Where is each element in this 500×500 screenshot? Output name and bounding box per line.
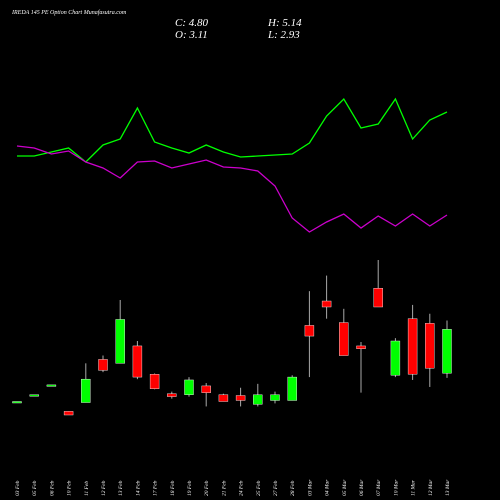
open-label: O: 3.11 — [175, 29, 208, 41]
candle-body — [184, 379, 194, 395]
x-tick-label: 05 Feb — [32, 480, 38, 496]
candle-body — [218, 394, 229, 402]
x-tick-label: 19 Feb — [187, 480, 193, 496]
x-tick-label: 04 Mar — [324, 479, 331, 496]
indicator-line — [17, 97, 448, 163]
candle-body — [63, 411, 74, 416]
x-tick-label: 21 Feb — [221, 480, 227, 496]
candle-body — [132, 345, 143, 378]
x-tick-label: 03 Feb — [15, 480, 21, 496]
x-tick-label: 28 Feb — [290, 480, 296, 496]
x-tick-label: 10 Mar — [393, 479, 399, 496]
high-label: H: 5.14 — [267, 17, 302, 29]
candle-body — [321, 300, 332, 308]
candle-body — [270, 394, 280, 401]
candle-body — [442, 329, 452, 374]
x-tick-label: 11 Mar — [411, 479, 417, 496]
x-tick-label: 13 Feb — [118, 480, 124, 496]
x-tick-label: 20 Feb — [204, 480, 210, 496]
x-tick-label: 25 Feb — [256, 480, 262, 496]
chart-title: IREDA 145 PE Option Chart Munafasutra.co… — [11, 9, 127, 16]
indicator-line — [16, 145, 448, 233]
x-tick-label: 03 Mar — [307, 479, 313, 496]
candle-body — [98, 359, 108, 371]
x-tick-label: 24 Feb — [238, 480, 245, 496]
close-label: C: 4.80 — [175, 17, 209, 29]
x-tick-label: 07 Mar — [376, 479, 382, 496]
x-tick-label: 13 Mar — [445, 479, 451, 496]
x-tick-label: 05 Mar — [342, 479, 348, 496]
candle-body — [167, 393, 177, 397]
candle-body — [149, 374, 160, 389]
candle-body — [12, 401, 22, 404]
x-tick-label: 12 Feb — [101, 480, 107, 496]
candle-body — [390, 340, 401, 376]
x-tick-label: 27 Feb — [273, 480, 279, 496]
candle-body — [253, 394, 263, 405]
candle-body — [46, 384, 57, 387]
low-label: L: 2.93 — [267, 29, 300, 41]
candle-body — [287, 376, 297, 401]
candle-body — [425, 323, 435, 369]
x-tick-label: 17 Feb — [153, 480, 159, 496]
candle-body — [201, 385, 211, 393]
x-tick-label: 18 Feb — [170, 480, 176, 496]
candle-body — [81, 378, 91, 403]
candle-body — [235, 395, 246, 401]
x-tick-label: 11 Feb — [84, 481, 90, 496]
candle-body — [373, 288, 383, 308]
candle-body — [407, 318, 418, 375]
x-tick-label: 14 Feb — [134, 480, 141, 496]
candle-body — [304, 325, 315, 337]
candle-body — [115, 319, 125, 364]
x-tick-label: 06 Mar — [359, 479, 365, 496]
x-tick-label: 10 Feb — [67, 480, 73, 496]
candle-body — [356, 345, 366, 349]
candle-body — [339, 322, 349, 356]
candle-body — [29, 394, 39, 397]
x-tick-label: 06 Feb — [49, 480, 55, 496]
x-tick-label: 12 Mar — [428, 479, 434, 496]
